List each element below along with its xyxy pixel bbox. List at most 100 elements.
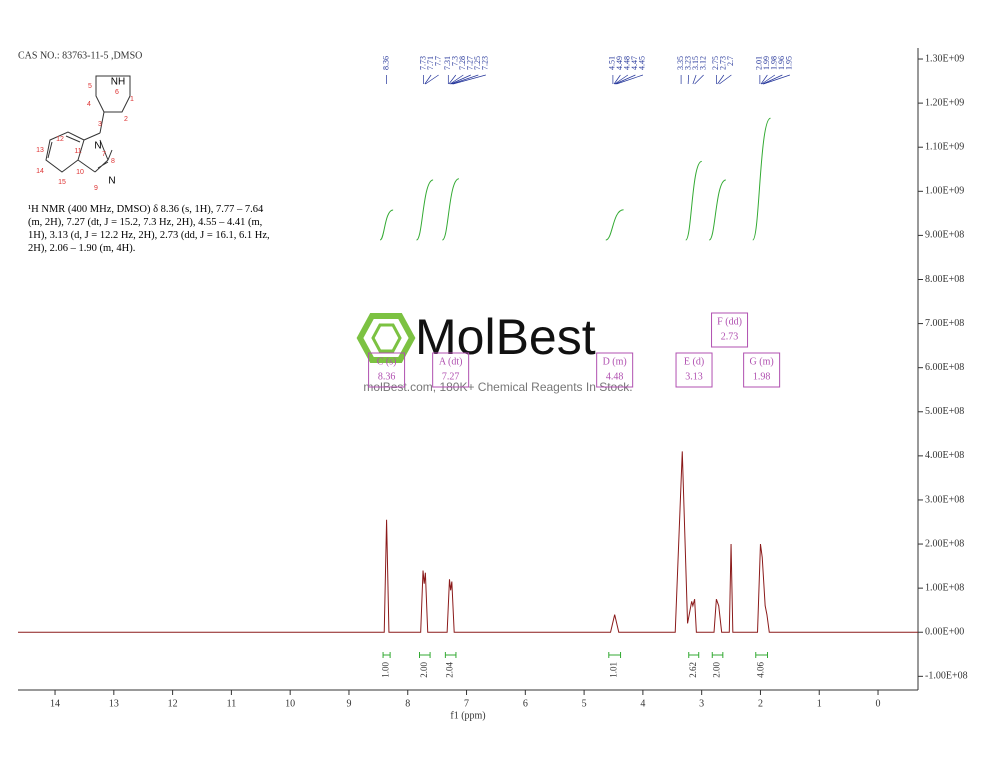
x-tick-label: 14	[50, 698, 60, 709]
peak-label: 7.25	[473, 56, 482, 70]
x-tick-label: 12	[168, 698, 178, 709]
integral-curve	[416, 179, 434, 241]
peak-connector	[763, 74, 790, 85]
peak-connector	[719, 74, 732, 85]
nmr-description: ¹H NMR (400 MHz, DMSO) δ 8.36 (s, 1H), 7…	[28, 204, 270, 254]
multiplet-box	[432, 352, 470, 388]
x-tick-label: 6	[523, 698, 528, 709]
atom-number: 14	[36, 168, 44, 175]
multiplet-shift: 2.73	[721, 331, 739, 342]
atom-number: 9	[94, 185, 98, 192]
multiplet-box	[743, 352, 781, 388]
peak-connector	[692, 74, 697, 85]
x-tick-label: 5	[582, 698, 587, 709]
y-tick-label: 4.00E+08	[925, 450, 964, 461]
integral-label: 1.01	[609, 662, 619, 678]
peak-label: 4.47	[630, 56, 639, 70]
multiplet-shift: 4.48	[606, 371, 624, 382]
multiplet-name: E (d)	[684, 356, 704, 367]
peak-label: 2.7	[726, 56, 735, 66]
integral-bracket	[419, 652, 431, 658]
integral-curve	[441, 178, 460, 241]
peak-connector	[449, 74, 464, 85]
multiplet-name: D (m)	[603, 356, 627, 367]
multiplet-name: C (s)	[377, 356, 397, 367]
multiplet-name: F (dd)	[717, 316, 742, 327]
peak-label: 3.23	[683, 56, 692, 70]
atom-number: 11	[74, 148, 81, 155]
y-tick-label: 6.00E+08	[925, 362, 964, 373]
peak-connector	[452, 74, 486, 85]
integral-bracket	[688, 652, 700, 658]
cas-label: CAS NO.: 83763-11-5 ,DMSO	[18, 50, 142, 61]
peak-label: 1.98	[770, 56, 779, 70]
watermark-tagline: molBest.com, 180K+ Chemical Reagents In …	[363, 380, 632, 394]
y-tick-label: 3.00E+08	[925, 494, 964, 505]
logo-inner	[371, 323, 402, 353]
peak-label: 2.01	[755, 56, 764, 70]
integral-label: 2.62	[688, 662, 698, 678]
y-tick-label: 0.00E+00	[925, 627, 964, 638]
peak-connector	[613, 74, 621, 85]
peak-label: 4.45	[638, 56, 647, 70]
y-tick-label: -1.00E+08	[925, 671, 968, 682]
peak-connector	[694, 74, 704, 85]
x-tick-label: 13	[109, 698, 119, 709]
x-tick-label: 9	[346, 698, 351, 709]
atom-number: 10	[76, 169, 84, 176]
x-tick-label: 10	[285, 698, 295, 709]
y-tick-label: 1.10E+09	[925, 142, 964, 153]
atom-number: 2	[124, 116, 128, 123]
integral-label: 2.00	[419, 662, 429, 678]
integral-curve	[379, 209, 394, 241]
integral-bracket	[711, 652, 724, 658]
multiplet-box	[368, 352, 406, 388]
peak-connector	[424, 74, 432, 85]
y-tick-label: 9.00E+08	[925, 230, 964, 241]
peak-connector	[614, 74, 629, 85]
peak-connector	[717, 74, 725, 85]
atom-label: N	[94, 141, 101, 152]
peak-label: 7.31	[443, 56, 452, 70]
integral-bracket	[608, 652, 622, 658]
peak-label: 8.36	[381, 56, 390, 70]
atom-number: 1	[130, 96, 134, 103]
atom-number: 13	[36, 147, 44, 154]
x-tick-label: 4	[640, 698, 645, 709]
peak-label: 1.95	[785, 56, 794, 70]
integral-curve	[708, 179, 727, 241]
peak-label: 7.23	[481, 56, 490, 70]
peak-label: 7.71	[426, 56, 435, 70]
peak-label: 3.35	[676, 56, 685, 70]
integral-label: 1.00	[381, 662, 391, 678]
peak-connector	[761, 74, 776, 85]
peak-label: 7.7	[433, 56, 442, 66]
peak-connector	[760, 74, 768, 85]
integral-label: 4.06	[756, 662, 766, 678]
watermark-brand: MolBest	[415, 309, 596, 365]
peak-connector	[451, 74, 479, 85]
atom-number: 12	[56, 136, 64, 143]
structure	[45, 75, 131, 173]
multiplet-shift: 1.98	[753, 371, 771, 382]
atom-number: 15	[58, 179, 66, 186]
peak-label: 7.3	[451, 56, 460, 66]
integral-bracket	[755, 652, 769, 658]
peak-label: 4.51	[608, 56, 617, 70]
x-tick-label: 7	[464, 698, 469, 709]
y-tick-label: 5.00E+08	[925, 406, 964, 417]
spectrum-line	[18, 451, 918, 633]
x-tick-label: 0	[876, 698, 881, 709]
integral-label: 2.00	[712, 662, 722, 678]
peak-label: 2.75	[711, 56, 720, 70]
multiplet-box	[675, 352, 713, 388]
y-tick-label: 8.00E+08	[925, 274, 964, 285]
peak-connector	[615, 74, 636, 85]
peak-label: 3.12	[698, 56, 707, 70]
y-tick-label: 1.20E+09	[925, 97, 964, 108]
multiplet-box	[596, 352, 634, 388]
peak-label: 4.49	[615, 56, 624, 70]
atom-number: 8	[111, 158, 115, 165]
integral-bracket	[382, 652, 391, 658]
